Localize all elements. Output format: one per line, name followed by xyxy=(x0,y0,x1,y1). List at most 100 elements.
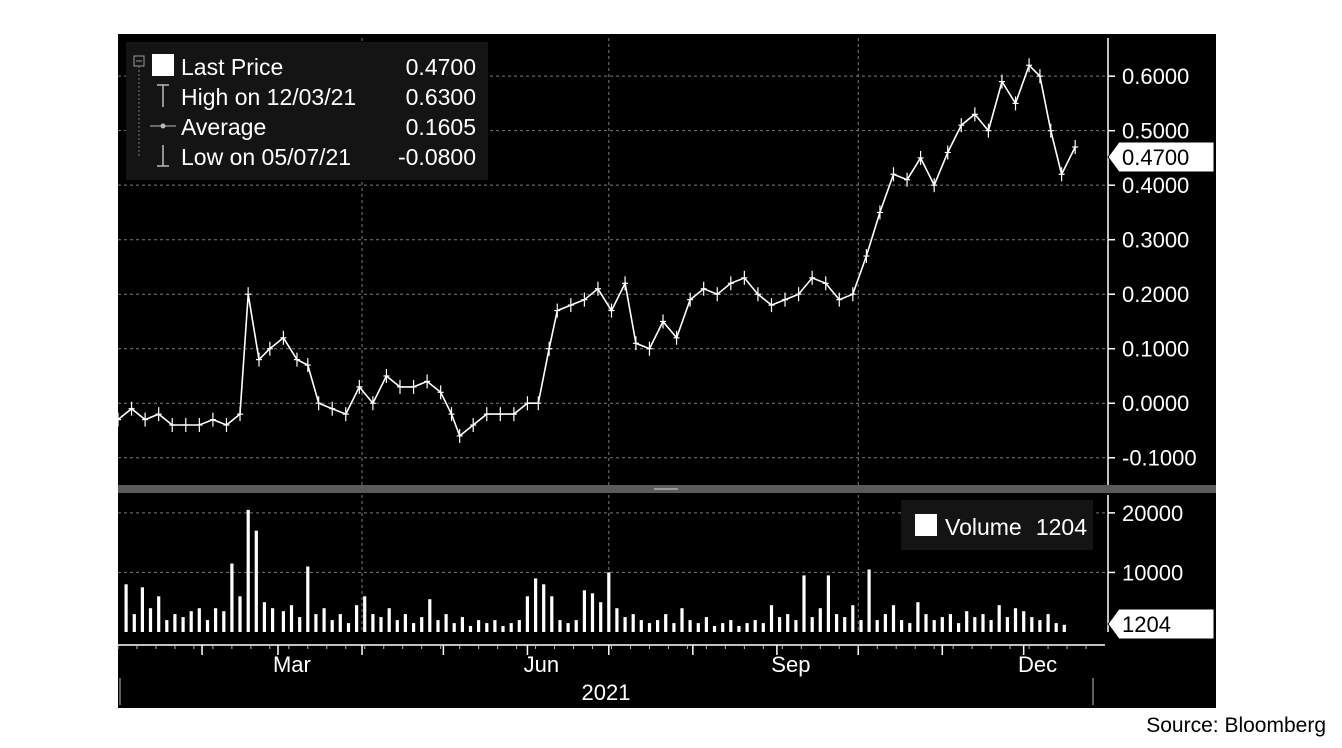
volume-bar xyxy=(656,620,660,632)
volume-bar xyxy=(753,620,757,632)
average-marker-icon-dot xyxy=(160,123,166,129)
volume-bar xyxy=(859,620,863,632)
legend-average-label: Average xyxy=(181,114,266,140)
legend-last-price-value: 0.4700 xyxy=(406,54,476,80)
volume-bar xyxy=(997,605,1001,632)
volume-bar xyxy=(452,623,456,632)
axis-layer: -0.1000 0.0000 0.1000 0.2000 0.3000 0.4000 0.5… xyxy=(117,38,1197,705)
volume-bar xyxy=(680,608,684,632)
volume-bar xyxy=(891,605,896,632)
volume-bar xyxy=(574,620,578,632)
volume-bar xyxy=(222,611,226,632)
volume-bar xyxy=(330,620,334,632)
volume-bar xyxy=(314,614,318,632)
volume-bar xyxy=(165,620,169,632)
volume-bar xyxy=(517,620,521,632)
volume-bar xyxy=(729,620,733,632)
volume-swatch xyxy=(915,514,937,536)
volume-bar xyxy=(509,623,513,632)
volume-bar xyxy=(238,596,242,632)
volume-bar xyxy=(818,608,822,632)
volume-bar xyxy=(672,623,676,632)
volume-bar xyxy=(989,620,993,632)
volume-bar xyxy=(387,608,391,632)
volume-bar xyxy=(965,611,969,632)
volume-bar xyxy=(851,605,855,632)
volume-bar xyxy=(346,623,351,632)
last-price-swatch xyxy=(152,54,174,76)
volume-bar xyxy=(428,599,432,632)
volume-bar xyxy=(148,608,153,632)
volume-bar xyxy=(973,617,977,632)
volume-bar xyxy=(525,596,529,632)
volume-bar xyxy=(460,617,464,632)
volume-bar xyxy=(835,614,839,632)
source-note: Source: Bloomberg xyxy=(1146,714,1326,737)
volume-bar xyxy=(761,623,765,632)
last-price-tag-shape xyxy=(1107,141,1215,173)
volume-bar xyxy=(582,590,586,632)
volume-bar xyxy=(924,614,928,632)
volume-legend-value: 1204 xyxy=(1036,514,1087,540)
volume-bar xyxy=(254,530,258,632)
volume-bar xyxy=(957,623,961,632)
volume-bar xyxy=(306,566,310,632)
legend-low-value: -0.0800 xyxy=(398,144,476,170)
volume-bar xyxy=(664,614,668,632)
volume-bar xyxy=(948,614,952,632)
volume-bar xyxy=(590,593,595,632)
last-price-tag-text: 0.4700 xyxy=(1122,145,1189,170)
volume-bar xyxy=(298,617,302,632)
volume-bar xyxy=(262,602,266,632)
price-y-tick-label: -0.1000 xyxy=(1122,446,1197,471)
volume-legend: Volume 1204 xyxy=(901,500,1093,550)
volume-bar xyxy=(981,614,985,632)
volume-bar xyxy=(550,596,554,632)
volume-tag-text: 1204 xyxy=(1122,612,1171,637)
volume-bar xyxy=(737,626,741,632)
volume-bar xyxy=(1013,608,1018,632)
volume-bar xyxy=(599,602,603,632)
volume-bar xyxy=(1005,617,1009,632)
volume-bar xyxy=(468,626,473,632)
volume-bar xyxy=(778,617,782,632)
volume-bar xyxy=(230,563,234,632)
volume-bar xyxy=(477,620,481,632)
volume-bar xyxy=(173,614,177,632)
volume-bar xyxy=(883,614,887,632)
volume-bar xyxy=(843,617,847,632)
price-y-tick-label: 0.2000 xyxy=(1122,282,1189,307)
volume-bar xyxy=(140,587,144,632)
price-y-tick-label: 0.4000 xyxy=(1122,173,1189,198)
volume-bar xyxy=(189,611,193,632)
volume-bar xyxy=(420,617,424,632)
volume-bar xyxy=(1038,620,1042,632)
x-axis-year-label: 2021 xyxy=(582,680,631,705)
volume-bar xyxy=(916,602,920,632)
x-tick-label: Sep xyxy=(771,652,810,677)
panel-divider-handle[interactable] xyxy=(654,488,678,490)
legend-average-value: 0.1605 xyxy=(406,114,476,140)
volume-bar xyxy=(704,617,708,632)
volume-bar xyxy=(289,605,294,632)
volume-bar xyxy=(281,611,285,632)
volume-bar xyxy=(688,620,692,632)
legend-low-label: Low on 05/07/21 xyxy=(181,144,351,170)
volume-bar xyxy=(1030,617,1034,632)
price-legend: Last Price 0.4700 High on 12/03/21 0.630… xyxy=(126,42,488,180)
volume-y-tick-label: 10000 xyxy=(1122,560,1183,585)
volume-bar xyxy=(647,623,652,632)
volume-bar xyxy=(802,575,806,632)
volume-layer xyxy=(124,509,1066,632)
volume-tag-shape xyxy=(1107,608,1215,640)
volume-bar xyxy=(696,623,700,632)
volume-bar xyxy=(639,620,643,632)
legend-high-value: 0.6300 xyxy=(406,84,476,110)
volume-bar xyxy=(124,584,128,632)
volume-tag: 1204 xyxy=(1107,608,1215,640)
price-legend-box xyxy=(126,42,488,180)
volume-bar xyxy=(246,509,250,632)
volume-bar xyxy=(631,614,635,632)
volume-bar xyxy=(355,605,359,632)
